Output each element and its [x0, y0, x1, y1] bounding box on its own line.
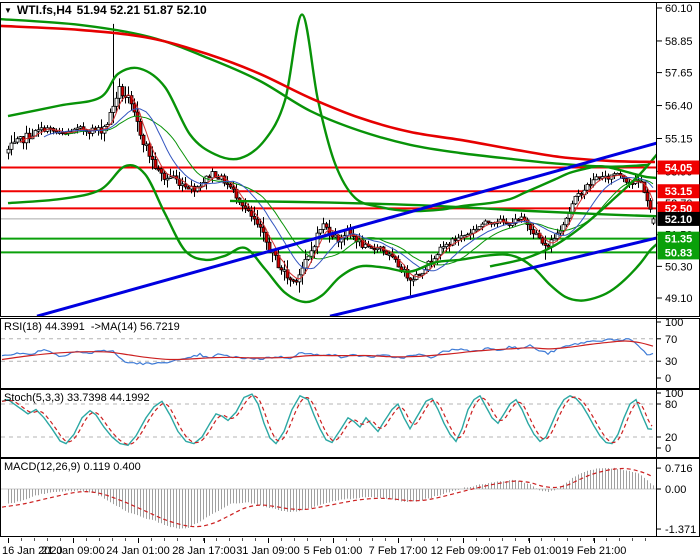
green-curve-bb-lower [7, 163, 656, 304]
macd-scale-label: 0.00 [665, 484, 686, 496]
macd-signal-line [1, 467, 654, 528]
price-tick-label: 56.40 [665, 101, 693, 113]
time-tick-label: 7 Feb 17:00 [369, 545, 428, 557]
time-tick-label: 5 Feb 01:00 [304, 545, 363, 557]
green-curve-rising [489, 153, 656, 268]
price-tag-54.05[interactable]: 54.05 [665, 163, 693, 175]
stoch-k-line [1, 393, 653, 447]
price-tag-51.35[interactable]: 51.35 [665, 234, 693, 246]
macd-indicator-label: MACD(12,26,9) 0.119 0.400 [4, 461, 141, 473]
rsi-scale-label: 70 [665, 334, 677, 346]
ohlc-readout: 51.94 52.21 51.87 52.10 [76, 3, 207, 17]
long-red-ma [1, 24, 656, 164]
rsi-scale-label: 0 [665, 373, 671, 385]
rsi-line [1, 338, 654, 366]
symbol-dropdown-icon[interactable]: ▼ [4, 5, 12, 15]
price-tick-label: 57.65 [665, 68, 693, 80]
stoch-d-line [1, 395, 653, 446]
price-tick-label: 50.30 [665, 261, 693, 273]
stoch-indicator-label: Stoch(5,3,3) 33.7398 44.1992 [4, 392, 150, 404]
rsi-indicator-label: RSI(18) 44.3991 ->MA(14) 56.7219 [4, 321, 180, 333]
green-curve-mid-flat [229, 199, 656, 218]
macd-scale-label: 0.716 [665, 463, 693, 475]
rsi-ma-line [1, 340, 654, 361]
time-tick-label: 16 Jan 2020 [2, 545, 63, 557]
time-tick-label: 19 Feb 21:00 [562, 545, 627, 557]
price-tag-53.15[interactable]: 53.15 [665, 186, 693, 198]
macd-panel: 0.716 0.00 -1.371 [1, 463, 696, 536]
stoch-scale-label: 0 [665, 443, 671, 455]
price-tick-label: 55.15 [665, 134, 693, 146]
band-curves [1, 13, 656, 304]
rsi-panel: 100 70 30 0 [1, 317, 683, 385]
channel-lower [329, 236, 656, 316]
stoch-scale-label: 80 [665, 399, 677, 411]
rsi-scale-label: 30 [665, 356, 677, 368]
time-tick-label: 24 Jan 01:00 [106, 545, 170, 557]
time-tick-label: 31 Jan 09:00 [236, 545, 300, 557]
channel-upper [36, 141, 656, 316]
symbol-period-label: WTI.fs,H4 [16, 3, 72, 17]
time-tick-label: 12 Feb 09:00 [431, 545, 496, 557]
price-tick-label: 58.85 [665, 36, 693, 48]
macd-scale-label: -1.371 [665, 524, 696, 536]
green-curve-ma-green-long [1, 17, 649, 168]
stoch-scale-label: 100 [665, 388, 683, 400]
time-tick-label: 21 Jan 09:00 [41, 545, 105, 557]
price-tick-label: 60.10 [665, 3, 693, 15]
price-tag-52.10[interactable]: 52.10 [665, 214, 693, 226]
stoch-scale-label: 20 [665, 432, 677, 444]
green-curve-bb-upper [7, 13, 656, 213]
price-tick-label: 49.10 [665, 293, 693, 305]
price-tag-50.83[interactable]: 50.83 [665, 247, 693, 259]
macd-histogram [8, 467, 654, 529]
time-tick-label: 28 Jan 17:00 [172, 545, 236, 557]
rsi-scale-label: 100 [665, 317, 683, 329]
time-tick-label: 17 Feb 01:00 [497, 545, 562, 557]
chart-title: ▼ WTI.fs,H4 51.94 52.21 51.87 52.10 [4, 3, 207, 17]
trend-channel[interactable] [36, 141, 657, 316]
